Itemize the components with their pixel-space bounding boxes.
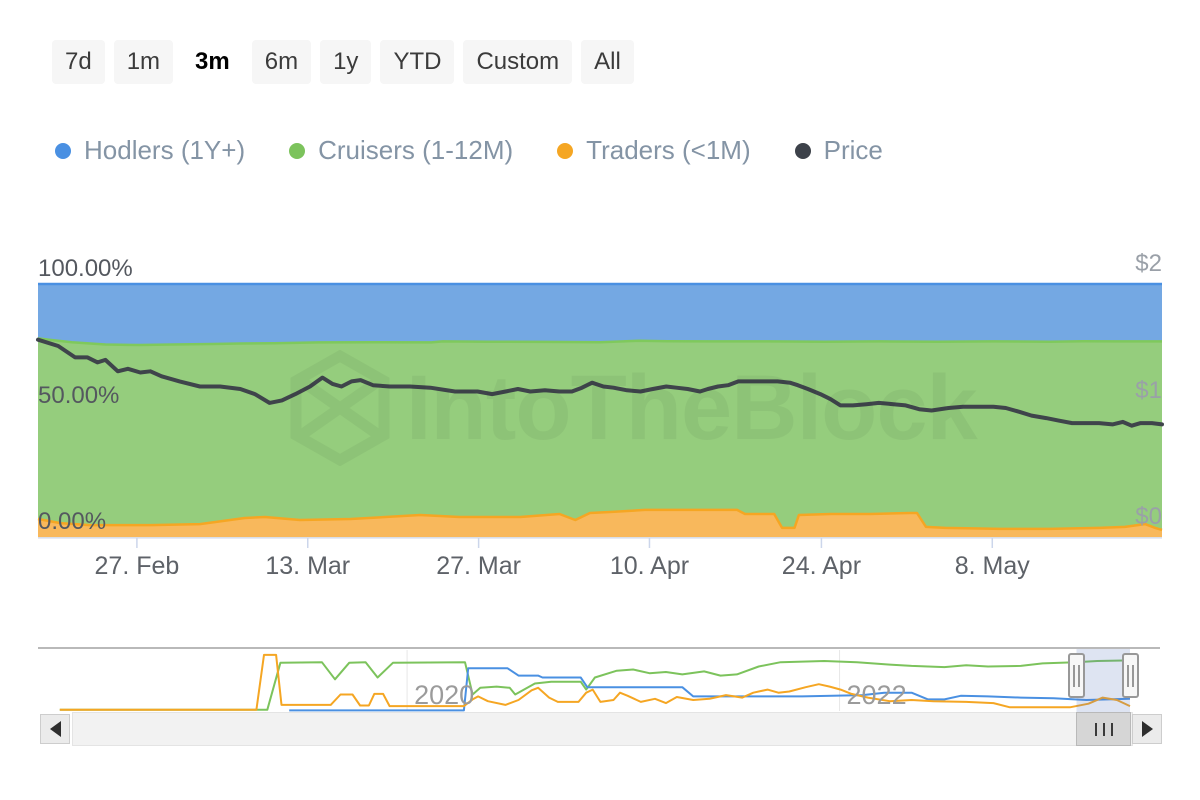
legend-item-cruisers[interactable]: Cruisers (1-12M) (289, 135, 513, 166)
right-arrow-icon (1141, 721, 1153, 737)
legend-label: Price (823, 135, 883, 165)
legend-item-hodlers[interactable]: Hodlers (1Y+) (55, 135, 245, 166)
cruisers-area-top-line (37, 337, 1162, 347)
legend-item-price[interactable]: Price (794, 135, 883, 166)
legend-marker-icon (55, 142, 71, 159)
traders-area-top-line (37, 508, 1163, 532)
hodlers-area (38, 284, 1162, 345)
legend-label: Hodlers (1Y+) (84, 135, 246, 165)
navigator-series-traders (59, 653, 1131, 711)
range-button-all[interactable]: All (581, 40, 634, 84)
legend-label: Cruisers (1-12M) (318, 135, 514, 165)
scrollbar-right-arrow-button[interactable] (1132, 714, 1162, 744)
chart-legend: Hodlers (1Y+) Cruisers (1-12M) Traders (<1… (55, 135, 883, 166)
legend-label: Traders (<1M) (586, 135, 751, 165)
price-line (36, 337, 1164, 428)
time-range-toolbar: 7d 1m 3m 6m 1y YTD Custom All (52, 40, 634, 84)
range-button-1m[interactable]: 1m (113, 40, 174, 84)
range-button-1y[interactable]: 1y (320, 40, 372, 84)
legend-marker-icon (557, 142, 574, 159)
cruisers-area (38, 338, 1162, 530)
scrollbar-left-arrow-button[interactable] (40, 714, 70, 744)
legend-item-traders[interactable]: Traders (<1M) (557, 135, 751, 166)
navigator-selected-range[interactable] (1076, 649, 1130, 712)
range-button-7d[interactable]: 7d (52, 40, 105, 84)
range-button-custom[interactable]: Custom (463, 40, 573, 84)
range-button-ytd[interactable]: YTD (380, 40, 455, 84)
scrollbar-thumb[interactable] (1076, 712, 1131, 746)
navigator-left-handle[interactable] (1067, 653, 1085, 698)
scrollbar-track[interactable] (72, 712, 1133, 746)
range-button-6m[interactable]: 6m (251, 40, 312, 84)
left-arrow-icon (49, 721, 61, 737)
navigator-series-hodlers (289, 667, 1131, 712)
traders-area (38, 509, 1162, 537)
navigator-right-handle[interactable] (1121, 653, 1139, 698)
range-button-3m[interactable]: 3m (182, 40, 243, 84)
legend-marker-icon (794, 142, 811, 159)
legend-marker-icon (289, 142, 306, 159)
navigator-series-cruisers (59, 659, 1131, 711)
